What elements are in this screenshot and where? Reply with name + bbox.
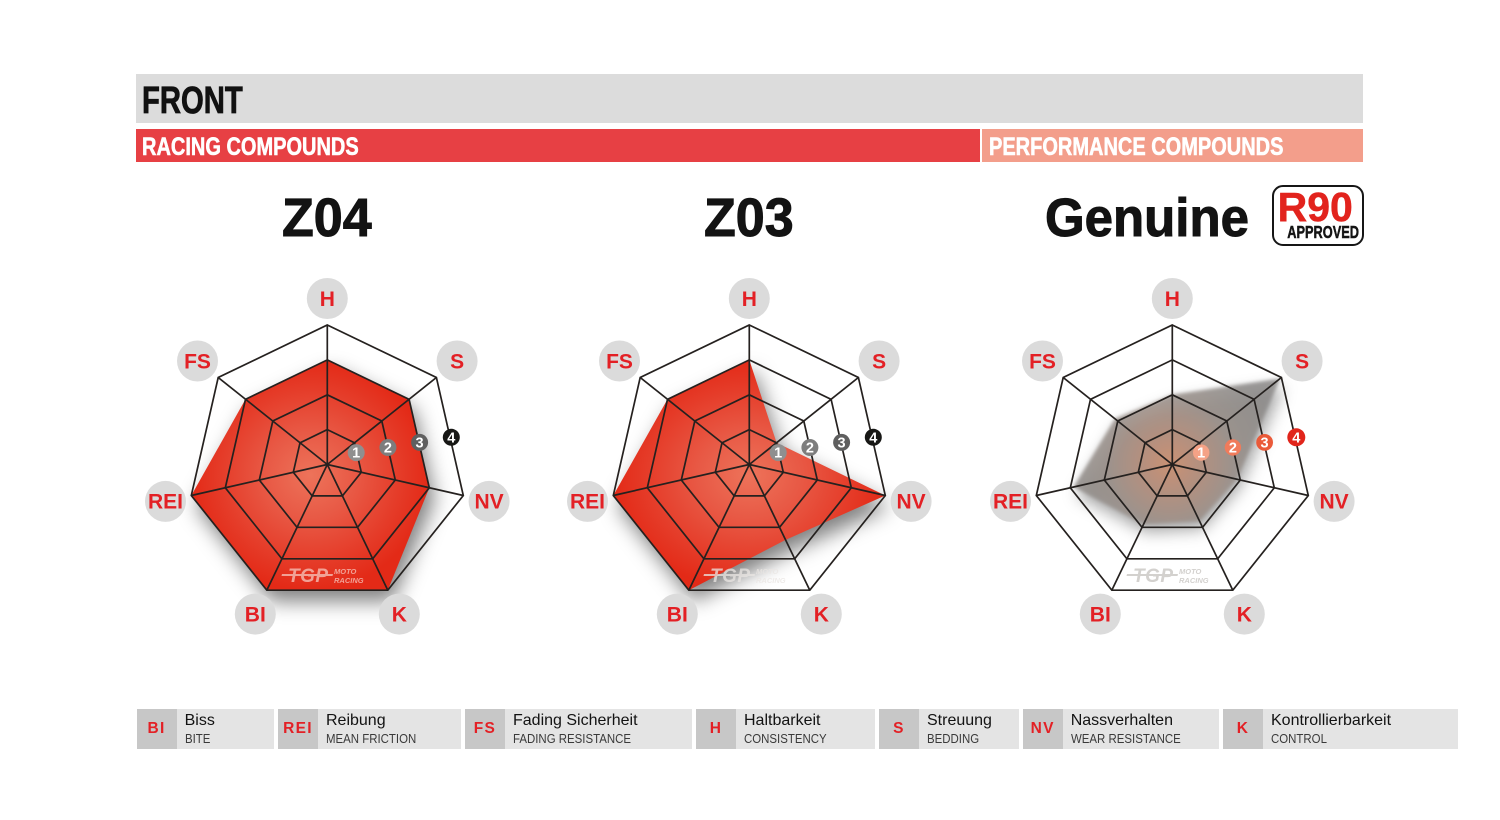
svg-text:FS: FS	[606, 350, 633, 373]
svg-text:3: 3	[1261, 436, 1269, 452]
svg-text:NV: NV	[1320, 491, 1349, 514]
svg-text:2: 2	[806, 441, 814, 457]
svg-text:NV: NV	[475, 491, 504, 514]
svg-text:REI: REI	[570, 491, 605, 514]
svg-text:MOTO: MOTO	[756, 567, 779, 576]
svg-text:2: 2	[384, 441, 392, 457]
svg-text:H: H	[742, 288, 757, 311]
svg-text:MOTO: MOTO	[334, 567, 357, 576]
svg-text:TGP: TGP	[1133, 566, 1174, 587]
svg-text:1: 1	[352, 446, 360, 462]
svg-text:FS: FS	[184, 350, 211, 373]
svg-text:RACING: RACING	[756, 576, 786, 585]
svg-text:MOTO: MOTO	[1179, 567, 1202, 576]
svg-text:3: 3	[416, 436, 424, 452]
svg-text:K: K	[1237, 603, 1252, 626]
svg-text:4: 4	[447, 430, 455, 446]
svg-text:S: S	[1295, 350, 1309, 373]
svg-text:3: 3	[838, 436, 846, 452]
svg-text:BI: BI	[667, 603, 688, 626]
svg-text:BI: BI	[1090, 603, 1111, 626]
svg-text:NV: NV	[897, 491, 926, 514]
svg-text:FS: FS	[1029, 350, 1056, 373]
svg-text:2: 2	[1229, 441, 1237, 457]
svg-text:K: K	[814, 603, 829, 626]
svg-text:1: 1	[774, 446, 782, 462]
svg-text:4: 4	[1292, 430, 1300, 446]
svg-text:H: H	[320, 288, 335, 311]
svg-text:K: K	[392, 603, 407, 626]
svg-text:4: 4	[869, 430, 877, 446]
svg-text:H: H	[1165, 288, 1180, 311]
svg-text:REI: REI	[148, 491, 183, 514]
svg-text:REI: REI	[993, 491, 1028, 514]
svg-text:TGP: TGP	[288, 566, 329, 587]
svg-text:BI: BI	[245, 603, 266, 626]
svg-text:1: 1	[1197, 446, 1205, 462]
svg-text:TGP: TGP	[710, 566, 751, 587]
svg-text:S: S	[872, 350, 886, 373]
svg-text:RACING: RACING	[334, 576, 364, 585]
svg-text:RACING: RACING	[1179, 576, 1209, 585]
svg-text:S: S	[450, 350, 464, 373]
